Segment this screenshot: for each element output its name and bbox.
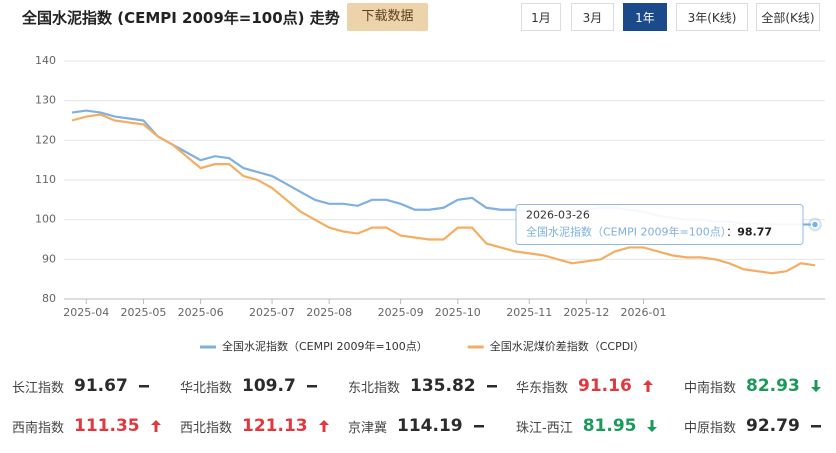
x-tick-label: 2025-07 (249, 306, 295, 319)
index-name: 西南指数 (12, 420, 65, 436)
trend-icon (150, 420, 161, 432)
index-item: 中原指数 92.79 (684, 416, 822, 436)
y-tick-label: 120 (35, 133, 56, 146)
index-name: 华东指数 (516, 380, 569, 396)
index-item: 长江指数 91.67 (12, 376, 150, 396)
trend-flat (810, 425, 821, 428)
trend-down (647, 420, 658, 432)
x-tick-label: 2026-01 (621, 306, 667, 319)
y-tick-label: 80 (42, 292, 56, 305)
trend-icon (810, 380, 821, 392)
index-value: 81.95 (582, 416, 637, 436)
x-tick-label: 2025-06 (178, 306, 224, 319)
trend-icon (647, 420, 658, 432)
tooltip-line: 全国水泥指数（CEMPI 2009年=100点）：98.77 (526, 225, 772, 239)
index-value: 114.19 (397, 416, 463, 436)
download-button[interactable]: 下载数据 (347, 3, 428, 31)
y-tick-label: 90 (42, 252, 56, 265)
index-name: 京津冀 (348, 420, 388, 436)
index-value: 91.67 (74, 376, 128, 396)
index-value: 91.16 (578, 376, 632, 396)
index-name: 珠江-西江 (516, 420, 573, 436)
x-tick-label: 2025-12 (563, 306, 609, 319)
index-item: 西北指数 121.13 (180, 416, 330, 436)
index-value: 92.79 (746, 416, 800, 436)
range-tab[interactable]: 1月 (521, 3, 561, 31)
range-tab[interactable]: 3月 (571, 3, 614, 31)
index-name: 中南指数 (684, 380, 737, 396)
tooltip-part: 98.77 (737, 226, 772, 239)
index-item: 东北指数 135.82 (348, 376, 498, 396)
index-item: 华东指数 91.16 (516, 376, 654, 396)
index-value: 82.93 (746, 376, 800, 396)
trend-flat (138, 385, 149, 388)
chart: 80 90 100 110 120 130 140 2025-04 2025-05 2025-06… (35, 54, 825, 353)
trend-icon (306, 385, 317, 388)
range-tab[interactable]: 3年(K线) (676, 3, 748, 31)
tooltip-part: 全国水泥指数（CEMPI 2009年=100点） (526, 225, 726, 239)
x-tick-label: 2025-05 (120, 306, 166, 319)
index-name: 西北指数 (180, 420, 233, 436)
y-tick-label: 100 (35, 213, 56, 226)
index-value: 111.35 (74, 416, 140, 436)
trend-icon (810, 425, 821, 428)
trend-up (642, 380, 653, 392)
hover-point (810, 220, 820, 229)
index-value: 135.82 (410, 376, 476, 396)
index-name: 华北指数 (180, 380, 233, 396)
x-tick-label: 2025-04 (63, 306, 109, 319)
x-tick-label: 2025-11 (506, 306, 552, 319)
y-tick-label: 130 (35, 94, 56, 107)
trend-flat (473, 425, 484, 428)
range-tab[interactable]: 1年 (623, 3, 667, 31)
index-value: 121.13 (242, 416, 308, 436)
trend-up (318, 420, 329, 432)
trend-down (810, 380, 821, 392)
index-name: 中原指数 (684, 420, 737, 436)
tooltip-box (515, 204, 804, 246)
index-item: 中南指数 82.93 (684, 376, 822, 396)
index-value: 109.7 (242, 376, 296, 396)
legend-label: 全国水泥指数（CEMPI 2009年=100点） (222, 339, 428, 353)
index-item: 京津冀 114.19 (348, 416, 485, 436)
index-name: 长江指数 (12, 380, 65, 396)
trend-up (150, 420, 161, 432)
trend-icon (486, 385, 497, 388)
index-item: 华北指数 109.7 (180, 376, 318, 396)
y-tick-label: 110 (35, 173, 56, 186)
trend-icon (318, 420, 329, 432)
trend-icon (642, 380, 653, 392)
index-item: 西南指数 111.35 (12, 416, 162, 436)
range-tab[interactable]: 全部(K线) (756, 3, 820, 31)
x-tick-label: 2025-08 (306, 306, 352, 319)
x-tick-label: 2025-10 (435, 306, 481, 319)
x-tick-label: 2025-09 (378, 306, 424, 319)
trend-icon (473, 425, 484, 428)
series-line (71, 113, 816, 275)
page-title: 全国水泥指数 (CEMPI 2009年=100点) 走势 (22, 9, 340, 27)
tooltip-part: ： (726, 226, 737, 239)
trend-flat (306, 385, 317, 388)
tooltip-date: 2026-03-26 (526, 209, 590, 222)
index-name: 东北指数 (348, 380, 401, 396)
y-tick-label: 140 (35, 54, 56, 67)
legend-label: 全国水泥煤价差指数（CCPDI） (490, 339, 645, 353)
index-item: 珠江-西江 81.95 (516, 416, 658, 436)
trend-flat (486, 385, 497, 388)
trend-icon (138, 385, 149, 388)
